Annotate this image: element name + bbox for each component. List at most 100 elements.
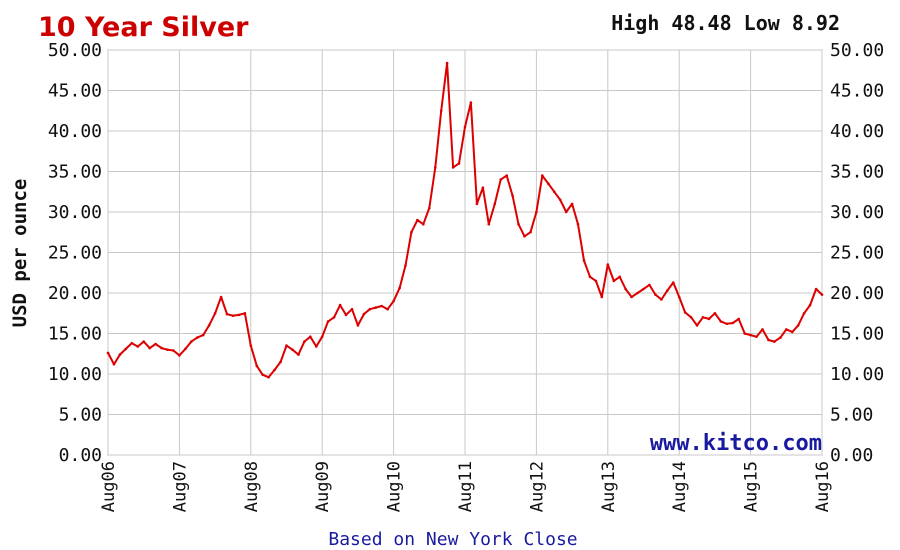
data-point — [380, 304, 384, 308]
x-tick-label: Aug15 — [742, 461, 762, 512]
x-tick-label: Aug06 — [99, 461, 119, 512]
data-point — [279, 360, 282, 364]
x-tick-label: Aug10 — [385, 461, 405, 512]
data-point — [243, 312, 247, 315]
data-point — [511, 194, 514, 198]
data-point — [285, 344, 288, 347]
data-point — [505, 174, 509, 177]
data-point — [422, 222, 425, 226]
data-point — [356, 324, 360, 327]
data-point — [808, 303, 812, 307]
data-point — [695, 324, 699, 327]
y-tick-label-left: 10.00 — [48, 364, 102, 385]
data-point — [434, 166, 437, 169]
data-point — [439, 109, 443, 113]
data-point — [523, 235, 526, 238]
data-point — [315, 345, 318, 348]
data-point — [570, 202, 574, 206]
data-point — [582, 259, 586, 262]
data-point — [553, 190, 556, 194]
data-point — [731, 321, 735, 325]
grid-lines — [107, 49, 823, 456]
data-point — [362, 312, 366, 316]
data-point — [166, 348, 169, 352]
data-point — [207, 324, 211, 327]
y-tick-label-left: 45.00 — [48, 81, 102, 102]
x-tick-label: Aug11 — [456, 461, 476, 512]
data-point — [368, 307, 372, 311]
y-tick-label-right: 30.00 — [830, 202, 884, 223]
y-tick-label-right: 35.00 — [830, 162, 884, 183]
data-point — [547, 182, 550, 185]
data-point — [184, 347, 187, 351]
data-point — [648, 283, 651, 287]
y-tick-label-right: 45.00 — [830, 81, 884, 102]
data-point — [273, 368, 276, 372]
data-point — [761, 328, 764, 331]
data-point — [749, 333, 752, 337]
data-point — [172, 349, 175, 352]
data-point — [386, 307, 389, 311]
data-point — [160, 346, 163, 350]
data-point — [398, 286, 401, 290]
data-point — [683, 311, 687, 314]
data-point — [475, 202, 479, 206]
data-point — [767, 338, 770, 342]
data-point — [255, 364, 259, 368]
data-point — [814, 287, 818, 291]
data-point — [588, 275, 592, 279]
data-point — [231, 314, 235, 318]
data-point — [309, 335, 312, 339]
y-tick-label-right: 10.00 — [830, 364, 884, 385]
y-tick-label-left: 35.00 — [48, 162, 102, 183]
x-tick-label: Aug09 — [313, 461, 333, 512]
x-tick-label: Aug08 — [242, 461, 262, 512]
data-point — [564, 210, 568, 214]
data-point — [558, 198, 562, 202]
x-tick-label: Aug16 — [813, 461, 833, 512]
y-tick-label-left: 30.00 — [48, 202, 102, 223]
x-axis-label: Based on New York Close — [328, 529, 577, 550]
y-tick-label-right: 50.00 — [830, 40, 884, 61]
y-tick-label-right: 25.00 — [830, 243, 884, 264]
watermark-text: www.kitco.com — [650, 431, 822, 456]
data-point — [606, 263, 610, 266]
data-point — [326, 320, 330, 323]
y-tick-label-right: 0.00 — [830, 445, 873, 466]
data-point — [612, 279, 616, 283]
y-tick-label-left: 20.00 — [48, 283, 102, 304]
y-tick-label-right: 5.00 — [830, 405, 873, 426]
data-point — [820, 293, 824, 296]
data-point — [624, 287, 627, 291]
data-point — [725, 322, 729, 326]
y-tick-label-left: 50.00 — [48, 40, 102, 61]
series-layer — [106, 61, 824, 379]
data-point — [201, 333, 205, 337]
data-point — [487, 222, 491, 226]
data-point — [469, 101, 473, 104]
data-point — [719, 320, 723, 323]
data-point — [303, 340, 306, 343]
data-point — [576, 222, 580, 226]
y-tick-label-left: 5.00 — [59, 405, 102, 426]
data-point — [737, 317, 740, 321]
high-low-summary: High 48.48 Low 8.92 — [611, 11, 840, 35]
data-point — [332, 316, 336, 319]
data-point — [541, 174, 544, 177]
chart-title: 10 Year Silver — [38, 12, 249, 43]
y-tick-label-left: 0.00 — [59, 445, 102, 466]
data-point — [713, 312, 717, 315]
data-point — [219, 295, 223, 299]
x-tick-label: Aug07 — [170, 461, 190, 512]
data-point — [261, 373, 265, 377]
data-point — [791, 330, 794, 334]
data-point — [451, 166, 455, 169]
x-tick-label: Aug12 — [527, 461, 547, 512]
data-point — [773, 340, 776, 343]
data-point — [225, 312, 229, 316]
data-point — [802, 312, 806, 315]
data-point — [743, 332, 746, 335]
data-point — [594, 279, 598, 283]
data-point — [481, 186, 485, 189]
data-point — [654, 293, 657, 296]
